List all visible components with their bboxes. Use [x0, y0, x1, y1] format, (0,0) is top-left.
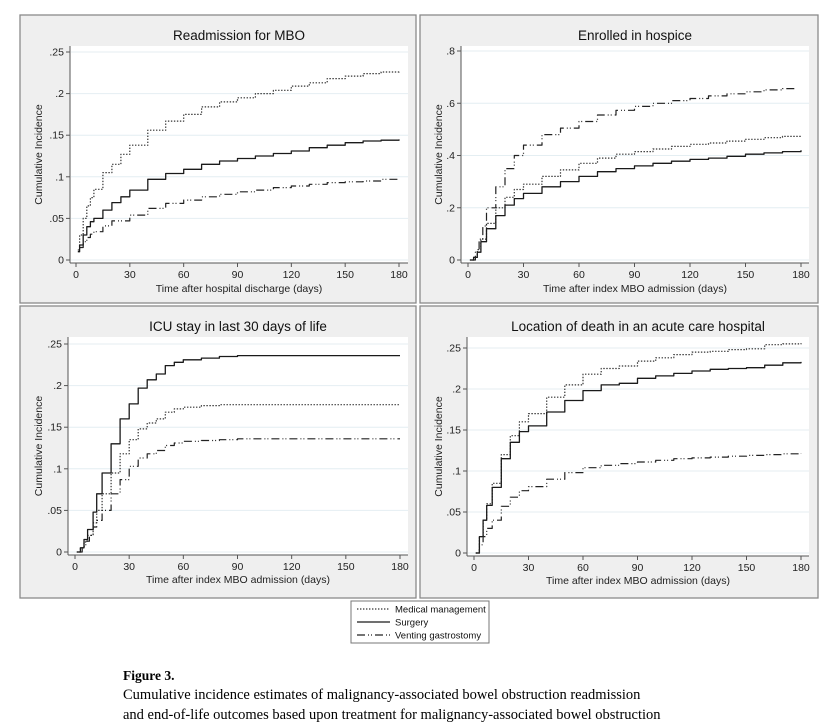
y-tick-label: 0: [58, 255, 64, 267]
caption-line-2: and end-of-life outcomes based upon trea…: [123, 707, 661, 723]
y-tick-label: .1: [55, 171, 64, 183]
chart-panel-4: 0 .05 .1 .15 .2 .25 0 30 60 90 120 150 180 Location o…: [419, 305, 819, 599]
y-tick-label: .2: [55, 88, 64, 100]
x-tick-label: 180: [391, 561, 409, 573]
y-axis-title: Cumulative Incidence: [433, 104, 445, 205]
y-tick-label: .2: [53, 380, 62, 392]
x-tick-label: 0: [73, 269, 79, 281]
y-tick-label: .8: [446, 46, 455, 58]
x-tick-label: 120: [283, 561, 301, 573]
x-tick-label: 120: [683, 562, 701, 574]
legend-label-medical: Medical management: [395, 605, 486, 616]
x-axis-title: Time after index MBO admission (days): [543, 283, 727, 295]
y-tick-label: .4: [446, 150, 455, 162]
x-tick-label: 90: [232, 561, 244, 573]
x-tick-label: 180: [792, 562, 810, 574]
y-tick-label: .05: [446, 507, 461, 519]
series-line-surgery: [469, 150, 802, 261]
series-line-surgery: [76, 354, 400, 553]
series-line-medical: [77, 70, 400, 251]
x-tick-label: 60: [577, 562, 589, 574]
x-tick-label: 30: [123, 561, 135, 573]
figure-caption: Figure 3. Cumulative incidence estimates…: [123, 667, 813, 725]
x-tick-label: 120: [283, 269, 301, 281]
x-tick-label: 120: [681, 269, 699, 281]
y-tick-label: .15: [446, 425, 461, 437]
x-tick-label: 0: [465, 269, 471, 281]
x-tick-label: 0: [471, 562, 477, 574]
x-tick-label: 90: [632, 562, 644, 574]
x-tick-label: 30: [518, 269, 530, 281]
y-tick-label: .1: [452, 466, 461, 478]
chart-panel-1: 0 .05 .1 .15 .2 .25 0 30 60 90 120 150 180 Readmissio…: [19, 14, 417, 304]
chart-panel-3: 0 .05 .1 .15 .2 .25 0 30 60 90 120 150 180 ICU stay i…: [19, 305, 417, 599]
x-tick-label: 60: [177, 561, 189, 573]
y-tick-label: .05: [47, 505, 62, 517]
chart-title: Readmission for MBO: [173, 28, 305, 43]
y-tick-label: 0: [449, 255, 455, 267]
panels: 0 .05 .1 .15 .2 .25 0 30 60 90 120 150 180 Readmissio…: [19, 14, 819, 599]
y-axis-title: Cumulative Incidence: [33, 104, 45, 205]
chart-panel-2: 0 .2 .4 .6 .8 0 30 60 90 120 150 180 Enrolled in hos…: [419, 14, 819, 304]
x-axis-title: Time after index MBO admission (days): [146, 574, 330, 586]
x-tick-label: 30: [523, 562, 535, 574]
x-tick-label: 150: [738, 562, 756, 574]
y-tick-label: 0: [56, 547, 62, 559]
caption-line-1: Cumulative incidence estimates of malign…: [123, 687, 641, 703]
chart-title: Location of death in an acute care hospi…: [511, 319, 765, 334]
plot-area: [467, 337, 809, 556]
x-tick-label: 90: [629, 269, 641, 281]
y-tick-label: .2: [446, 202, 455, 214]
x-tick-label: 30: [124, 269, 136, 281]
y-axis-title: Cumulative Incidence: [433, 396, 445, 497]
chart-title: ICU stay in last 30 days of life: [149, 319, 327, 334]
legend-label-venting: Venting gastrostomy: [395, 631, 481, 642]
series-line-venting: [78, 438, 400, 553]
legend-label-surgery: Surgery: [395, 618, 429, 629]
x-tick-label: 0: [72, 561, 78, 573]
series-line-surgery: [77, 139, 400, 253]
x-axis-title: Time after index MBO admission (days): [546, 575, 730, 587]
x-tick-label: 150: [336, 269, 354, 281]
y-tick-label: .05: [49, 213, 64, 225]
y-tick-label: .25: [47, 339, 62, 351]
x-tick-label: 180: [390, 269, 408, 281]
series-line-medical: [76, 404, 400, 553]
x-tick-label: 60: [178, 269, 190, 281]
x-tick-label: 60: [573, 269, 585, 281]
y-tick-label: 0: [455, 548, 461, 560]
x-axis-title: Time after hospital discharge (days): [156, 283, 323, 295]
y-tick-label: .15: [49, 130, 64, 142]
x-tick-label: 150: [337, 561, 355, 573]
series-line-medical: [469, 135, 802, 261]
series-line-surgery: [475, 361, 802, 554]
series-line-venting: [471, 87, 797, 261]
y-tick-label: .25: [446, 343, 461, 355]
y-axis-title: Cumulative Incidence: [33, 396, 45, 497]
y-tick-label: .6: [446, 98, 455, 110]
y-tick-label: .25: [49, 47, 64, 59]
x-tick-label: 90: [232, 269, 244, 281]
chart-title: Enrolled in hospice: [578, 28, 692, 43]
x-tick-label: 180: [792, 269, 810, 281]
legend: Medical management Surgery Venting gastr…: [350, 600, 490, 644]
plot-area: [68, 337, 408, 555]
x-tick-label: 150: [737, 269, 755, 281]
series-line-venting: [79, 178, 400, 249]
y-tick-label: .1: [53, 463, 62, 475]
figure-label: Figure 3.: [123, 668, 175, 683]
y-tick-label: .15: [47, 422, 62, 434]
y-tick-label: .2: [452, 384, 461, 396]
